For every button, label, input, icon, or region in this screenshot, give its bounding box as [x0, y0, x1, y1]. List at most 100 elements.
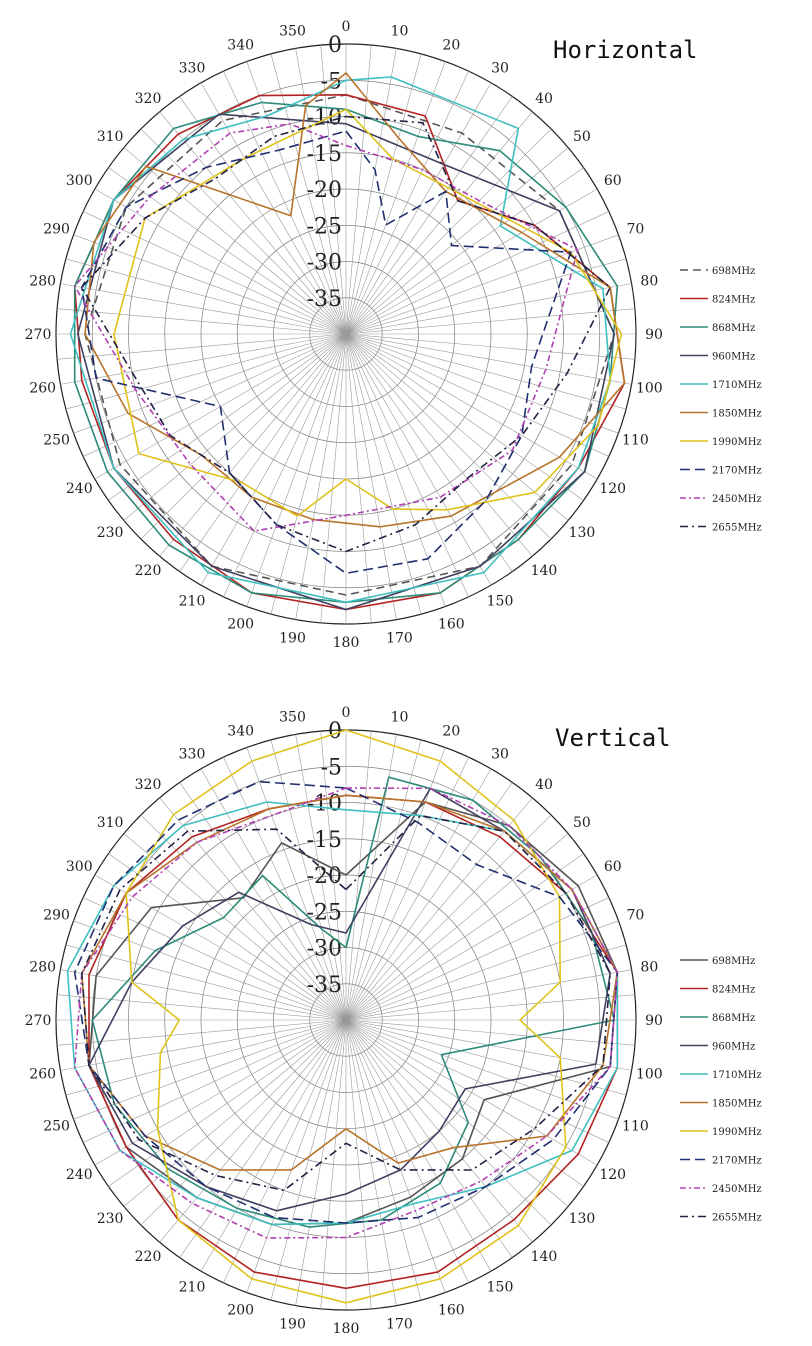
angular-spoke	[108, 853, 347, 1021]
angle-tick-label: 30	[491, 60, 509, 76]
legend-label: 1990MHz	[712, 437, 762, 448]
angular-spoke	[345, 739, 422, 1021]
angular-spoke	[345, 897, 609, 1021]
angular-spoke	[345, 333, 569, 521]
series-line-824mhz	[73, 94, 626, 611]
angular-spoke	[345, 333, 584, 501]
radial-tick-label: -5	[321, 69, 342, 94]
angular-spoke	[345, 333, 372, 623]
angle-tick-label: 240	[66, 481, 93, 497]
angle-tick-label: 180	[333, 635, 360, 651]
angular-spoke	[57, 994, 347, 1021]
vertical-polar-chart: 0 10 20 30 40 50 60 70 80 90 100 110 120 130 140 150 160…	[25, 705, 671, 1337]
legend-label: 2655MHz	[712, 523, 762, 534]
angle-tick-label: 10	[391, 710, 409, 726]
angular-spoke	[223, 71, 347, 335]
angle-tick-label: 250	[43, 432, 70, 448]
angular-spoke	[345, 96, 513, 335]
angular-spoke	[345, 1019, 397, 1306]
angle-tick-label: 200	[227, 1302, 254, 1318]
series-line-1710mhz	[69, 76, 611, 604]
angle-tick-label: 250	[43, 1118, 70, 1134]
angular-spoke	[223, 757, 347, 1021]
legend-label: 960MHz	[712, 1042, 755, 1053]
angular-spoke	[345, 333, 598, 480]
angular-spoke	[345, 333, 469, 597]
angular-spoke	[345, 1019, 569, 1207]
angular-spoke	[345, 1019, 469, 1283]
vertical-legend: 698MHz 824MHz 868MHz 960MHz 1710MHz 1850MHz 19…	[680, 956, 762, 1224]
angular-spoke	[73, 920, 347, 1021]
angular-spoke	[345, 333, 552, 540]
angle-tick-label: 320	[135, 91, 162, 107]
angular-spoke	[345, 994, 635, 1021]
angular-spoke	[345, 814, 552, 1021]
angular-spoke	[345, 45, 372, 335]
angular-spoke	[320, 731, 347, 1021]
angular-spoke	[345, 333, 422, 615]
angle-tick-label: 230	[97, 525, 124, 541]
angle-tick-label: 150	[487, 1280, 514, 1296]
angle-tick-label: 130	[569, 1211, 596, 1227]
series-line-1990mhz	[125, 729, 567, 1304]
series-line-1990mhz	[113, 108, 623, 517]
angular-spoke	[270, 333, 347, 615]
angular-spoke	[60, 969, 347, 1021]
angle-tick-label: 160	[438, 1302, 465, 1318]
angular-spoke	[159, 797, 347, 1021]
angle-tick-label: 270	[25, 1013, 52, 1029]
angular-spoke	[123, 147, 347, 335]
angle-tick-label: 100	[636, 380, 663, 396]
angular-spoke	[345, 768, 492, 1021]
angular-spoke	[200, 82, 347, 335]
angular-spoke	[345, 874, 598, 1021]
angle-tick-label: 280	[29, 960, 56, 976]
radial-tick-label: -5	[321, 755, 342, 780]
radial-tick-label: -30	[307, 251, 342, 276]
legend-label: 1850MHz	[712, 409, 762, 420]
angle-tick-label: 60	[604, 173, 622, 189]
angle-tick-label: 70	[627, 222, 645, 238]
angle-tick-label: 80	[640, 274, 658, 290]
angle-tick-label: 220	[135, 563, 162, 579]
angle-tick-label: 170	[386, 630, 413, 646]
angle-tick-label: 210	[179, 594, 206, 610]
angular-spoke	[345, 1019, 598, 1166]
angular-spoke	[345, 283, 632, 335]
radial-tick-label: -35	[307, 973, 342, 998]
angle-tick-label: 160	[438, 616, 465, 632]
angular-spoke	[295, 48, 347, 335]
angular-spoke	[345, 61, 446, 335]
legend-label: 824MHz	[712, 985, 755, 996]
angle-tick-label: 10	[391, 24, 409, 40]
angular-spoke	[108, 333, 347, 501]
angular-spoke	[345, 969, 632, 1021]
angular-spoke	[320, 333, 347, 623]
angle-tick-label: 110	[622, 432, 649, 448]
angle-tick-label: 330	[179, 60, 206, 76]
angular-spoke	[179, 782, 347, 1021]
angular-spoke	[345, 1019, 513, 1258]
angle-tick-label: 130	[569, 525, 596, 541]
angular-spoke	[345, 853, 584, 1021]
angular-spoke	[345, 1019, 492, 1272]
angular-spoke	[345, 1019, 584, 1187]
angular-spoke	[60, 1019, 347, 1071]
angle-tick-label: 110	[622, 1118, 649, 1134]
angle-tick-label: 150	[487, 594, 514, 610]
angle-tick-label: 190	[279, 1316, 306, 1332]
angle-tick-label: 140	[531, 563, 558, 579]
angle-tick-label: 210	[179, 1280, 206, 1296]
series-line-2170mhz	[73, 780, 619, 1224]
angle-tick-label: 260	[29, 1066, 56, 1082]
angular-spoke	[57, 333, 347, 360]
series-line-698mhz	[84, 94, 616, 596]
legend-label: 1850MHz	[712, 1099, 762, 1110]
angle-tick-label: 20	[442, 38, 460, 54]
angle-tick-label: 340	[227, 38, 254, 54]
angular-spoke	[345, 71, 469, 335]
angle-tick-label: 230	[97, 1211, 124, 1227]
angle-tick-label: 310	[97, 815, 124, 831]
angular-spoke	[83, 211, 347, 335]
angular-spoke	[345, 833, 569, 1021]
